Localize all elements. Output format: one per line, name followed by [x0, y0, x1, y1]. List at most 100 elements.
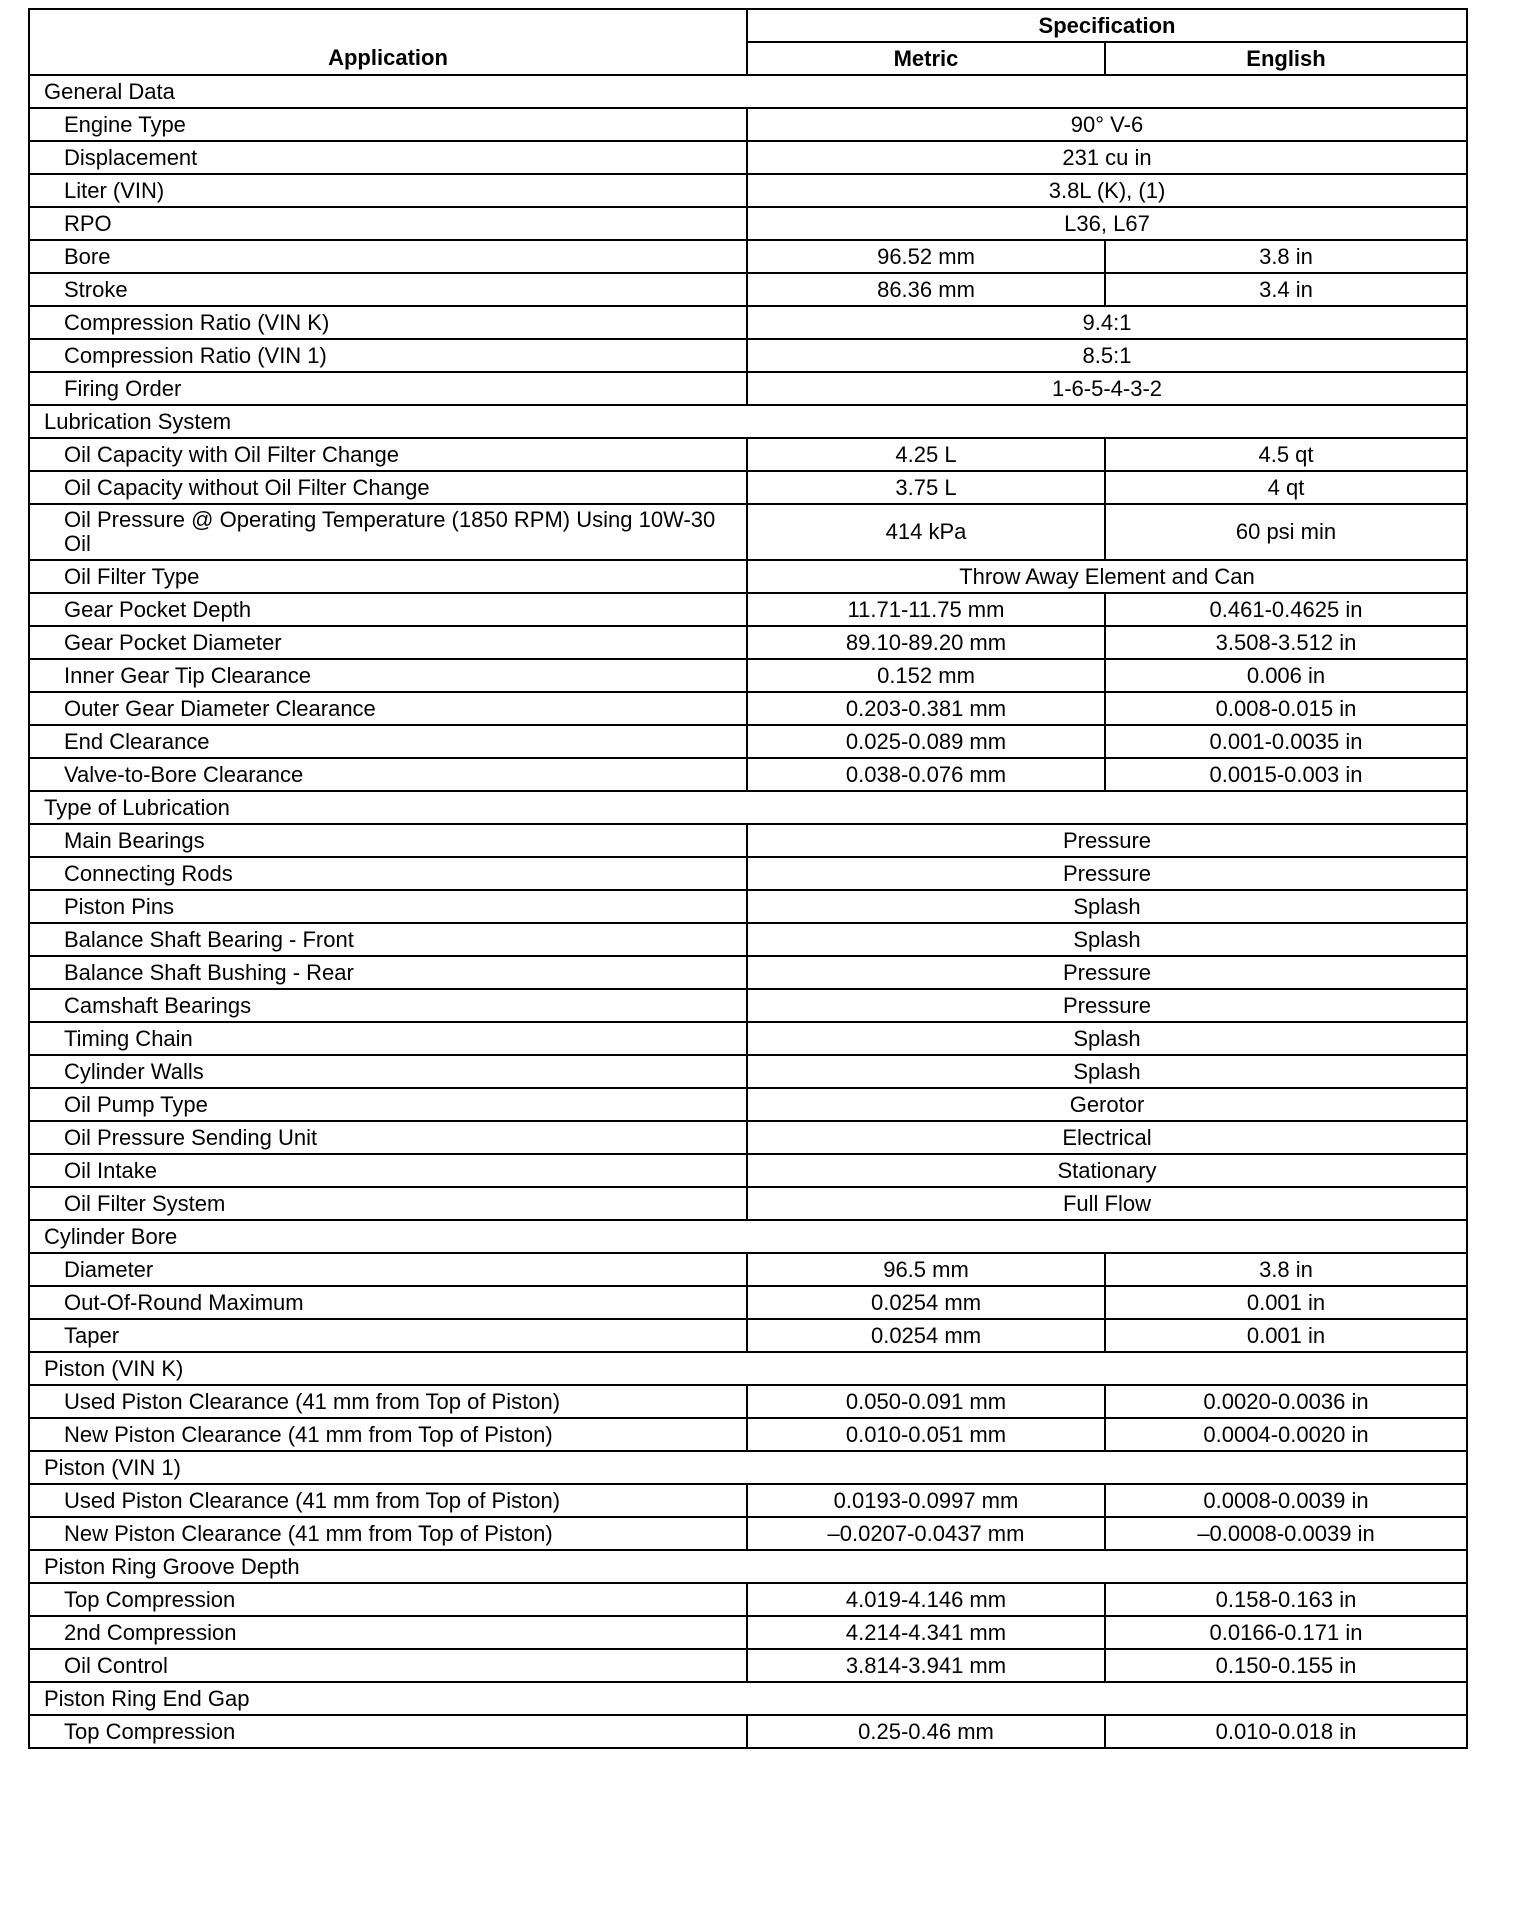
section-title: Piston (VIN 1)	[28, 1450, 1468, 1485]
english-value: 0.0008-0.0039 in	[1104, 1483, 1468, 1518]
application-label: Gear Pocket Diameter	[28, 625, 748, 660]
application-label: 2nd Compression	[28, 1615, 748, 1650]
table-row: Oil Intake Stationary	[28, 1153, 1468, 1188]
application-label: Displacement	[28, 140, 748, 175]
metric-value: 4.214-4.341 mm	[746, 1615, 1106, 1650]
english-value: 0.158-0.163 in	[1104, 1582, 1468, 1617]
english-value: 3.4 in	[1104, 272, 1468, 307]
metric-value: 0.152 mm	[746, 658, 1106, 693]
table-row: 2nd Compression 4.214-4.341 mm 0.0166-0.17…	[28, 1615, 1468, 1650]
table-row: Compression Ratio (VIN 1) 8.5:1	[28, 338, 1468, 373]
table-row: Camshaft Bearings Pressure	[28, 988, 1468, 1023]
application-label: RPO	[28, 206, 748, 241]
spec-value: L36, L67	[746, 206, 1468, 241]
spec-value: Pressure	[746, 988, 1468, 1023]
spec-value: 9.4:1	[746, 305, 1468, 340]
english-value: 60 psi min	[1104, 503, 1468, 561]
table-row: Diameter 96.5 mm 3.8 in	[28, 1252, 1468, 1287]
application-label: Compression Ratio (VIN K)	[28, 305, 748, 340]
spec-value: Splash	[746, 922, 1468, 957]
application-label: Stroke	[28, 272, 748, 307]
metric-value: 0.0254 mm	[746, 1318, 1106, 1353]
metric-value: 96.5 mm	[746, 1252, 1106, 1287]
metric-value: 3.75 L	[746, 470, 1106, 505]
section-header-row: Piston (VIN 1)	[28, 1450, 1468, 1485]
section-title: Lubrication System	[28, 404, 1468, 439]
english-value: 0.0015-0.003 in	[1104, 757, 1468, 792]
table-row: New Piston Clearance (41 mm from Top of …	[28, 1516, 1468, 1551]
english-value: 0.010-0.018 in	[1104, 1714, 1468, 1749]
english-value: 0.001-0.0035 in	[1104, 724, 1468, 759]
metric-value: 0.050-0.091 mm	[746, 1384, 1106, 1419]
table-row: Oil Capacity with Oil Filter Change 4.25 …	[28, 437, 1468, 472]
metric-value: 86.36 mm	[746, 272, 1106, 307]
table-row: Engine Type 90° V-6	[28, 107, 1468, 142]
application-label: Liter (VIN)	[28, 173, 748, 208]
application-label: Firing Order	[28, 371, 748, 406]
table-row: RPO L36, L67	[28, 206, 1468, 241]
application-label: Oil Filter Type	[28, 559, 748, 594]
metric-value: 11.71-11.75 mm	[746, 592, 1106, 627]
english-value: 0.006 in	[1104, 658, 1468, 693]
table-row: Gear Pocket Depth 11.71-11.75 mm 0.461-0.4…	[28, 592, 1468, 627]
application-label: Piston Pins	[28, 889, 748, 924]
table-row: Piston Pins Splash	[28, 889, 1468, 924]
english-value: 4 qt	[1104, 470, 1468, 505]
english-value: 0.001 in	[1104, 1318, 1468, 1353]
application-label: Oil Control	[28, 1648, 748, 1683]
metric-value: 0.025-0.089 mm	[746, 724, 1106, 759]
section-header-row: Piston Ring End Gap	[28, 1681, 1468, 1716]
table-row: Inner Gear Tip Clearance 0.152 mm 0.006 in	[28, 658, 1468, 693]
table-row: Firing Order 1-6-5-4-3-2	[28, 371, 1468, 406]
english-value: 0.461-0.4625 in	[1104, 592, 1468, 627]
spec-value: 1-6-5-4-3-2	[746, 371, 1468, 406]
metric-value: –0.0207-0.0437 mm	[746, 1516, 1106, 1551]
table-row: Balance Shaft Bearing - Front Splash	[28, 922, 1468, 957]
table-row: Valve-to-Bore Clearance 0.038-0.076 mm 0.0…	[28, 757, 1468, 792]
section-title: General Data	[28, 74, 1468, 109]
table-row: Oil Pump Type Gerotor	[28, 1087, 1468, 1122]
metric-value: 0.0254 mm	[746, 1285, 1106, 1320]
spec-value: Stationary	[746, 1153, 1468, 1188]
english-value: 4.5 qt	[1104, 437, 1468, 472]
spec-value: 231 cu in	[746, 140, 1468, 175]
metric-value: 89.10-89.20 mm	[746, 625, 1106, 660]
english-value: 0.001 in	[1104, 1285, 1468, 1320]
spec-value: Pressure	[746, 955, 1468, 990]
section-title: Piston (VIN K)	[28, 1351, 1468, 1386]
application-label: Bore	[28, 239, 748, 274]
application-label: New Piston Clearance (41 mm from Top of …	[28, 1417, 748, 1452]
application-label: Top Compression	[28, 1714, 748, 1749]
table-row: Balance Shaft Bushing - Rear Pressure	[28, 955, 1468, 990]
table-row: Main Bearings Pressure	[28, 823, 1468, 858]
application-label: Engine Type	[28, 107, 748, 142]
metric-value: 0.0193-0.0997 mm	[746, 1483, 1106, 1518]
spec-value: Splash	[746, 889, 1468, 924]
application-label: Oil Capacity without Oil Filter Change	[28, 470, 748, 505]
metric-value: 0.25-0.46 mm	[746, 1714, 1106, 1749]
table-row: Compression Ratio (VIN K) 9.4:1	[28, 305, 1468, 340]
application-label: Main Bearings	[28, 823, 748, 858]
table-row: Connecting Rods Pressure	[28, 856, 1468, 891]
table-row: Liter (VIN) 3.8L (K), (1)	[28, 173, 1468, 208]
application-label: Inner Gear Tip Clearance	[28, 658, 748, 693]
application-label: Oil Pressure @ Operating Temperature (18…	[28, 503, 748, 561]
application-label: Diameter	[28, 1252, 748, 1287]
application-label: End Clearance	[28, 724, 748, 759]
table-row: Bore 96.52 mm 3.8 in	[28, 239, 1468, 274]
table-row: Timing Chain Splash	[28, 1021, 1468, 1056]
table-row: Used Piston Clearance (41 mm from Top of…	[28, 1483, 1468, 1518]
section-header-row: Cylinder Bore	[28, 1219, 1468, 1254]
section-header-row: General Data	[28, 74, 1468, 109]
spec-value: Electrical	[746, 1120, 1468, 1155]
application-label: Oil Filter System	[28, 1186, 748, 1221]
metric-value: 96.52 mm	[746, 239, 1106, 274]
spec-value: 8.5:1	[746, 338, 1468, 373]
table-row: Oil Pressure @ Operating Temperature (18…	[28, 503, 1468, 561]
table-row: New Piston Clearance (41 mm from Top of …	[28, 1417, 1468, 1452]
application-label: Balance Shaft Bearing - Front	[28, 922, 748, 957]
application-label: Balance Shaft Bushing - Rear	[28, 955, 748, 990]
application-label: Outer Gear Diameter Clearance	[28, 691, 748, 726]
application-label: Oil Pump Type	[28, 1087, 748, 1122]
section-header-row: Type of Lubrication	[28, 790, 1468, 825]
